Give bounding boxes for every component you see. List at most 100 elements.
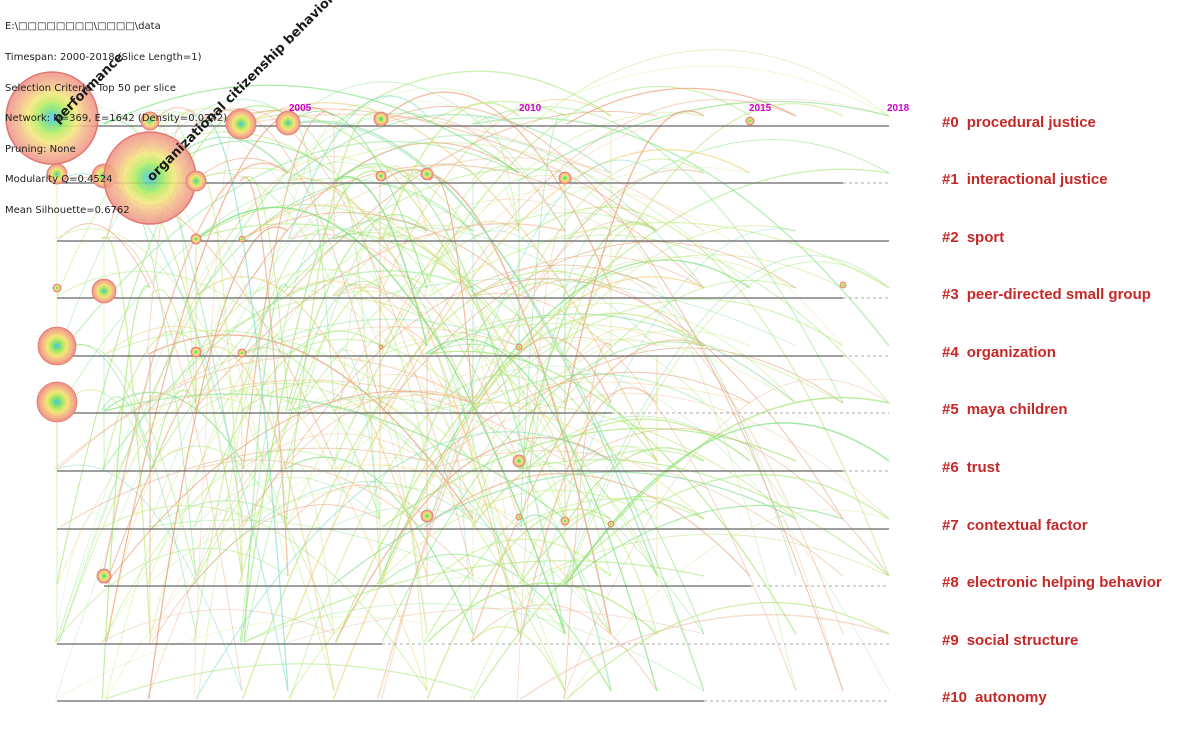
node-10[interactable] <box>375 170 387 182</box>
cluster-label-1[interactable]: #1 interactional justice <box>942 171 1108 188</box>
citation-arc <box>469 327 612 412</box>
citation-arcs <box>53 49 890 700</box>
citation-arc <box>471 115 520 232</box>
node-ring <box>98 285 110 297</box>
cluster-label-4[interactable]: #4 organization <box>942 344 1056 361</box>
citation-arc <box>146 224 474 585</box>
citation-arc <box>286 113 612 182</box>
citation-arc <box>105 663 474 700</box>
cluster-label-6[interactable]: #6 trust <box>942 459 1000 476</box>
citation-arc <box>105 393 566 520</box>
citation-arc <box>289 374 566 700</box>
citation-arc <box>429 313 797 404</box>
cluster-label-3[interactable]: #3 peer-directed small group <box>942 286 1151 303</box>
node-4[interactable] <box>373 111 389 127</box>
citation-arc <box>425 349 474 635</box>
node-ring <box>191 176 201 186</box>
node-13[interactable] <box>190 233 202 245</box>
citation-arc <box>517 100 890 182</box>
node-19[interactable] <box>190 346 202 358</box>
cluster-label-7[interactable]: #7 contextual factor <box>942 517 1088 534</box>
citation-arc <box>289 280 381 412</box>
citation-arc <box>424 381 751 412</box>
node-ring <box>231 114 251 134</box>
node-24[interactable] <box>512 454 526 468</box>
node-23[interactable] <box>36 381 78 423</box>
citation-arc <box>104 457 428 700</box>
citation-arc <box>285 280 520 577</box>
citation-arc <box>106 106 335 643</box>
citation-arc <box>103 84 520 174</box>
node-ring <box>234 117 248 131</box>
node-2[interactable] <box>225 108 257 140</box>
citation-arc <box>376 405 428 692</box>
citation-arc <box>334 70 612 125</box>
citation-arc <box>474 117 890 347</box>
citation-arc <box>148 328 335 643</box>
year-label-2005: 2005 <box>289 103 312 114</box>
year-label-2015: 2015 <box>749 103 772 114</box>
node-1[interactable] <box>140 111 160 131</box>
citation-arc <box>518 386 658 643</box>
citation-arc <box>287 81 566 232</box>
citation-arc <box>289 110 428 289</box>
node-3[interactable] <box>275 110 301 136</box>
node-14[interactable] <box>238 235 246 243</box>
node-16[interactable] <box>91 278 117 304</box>
citation-arc <box>285 456 474 635</box>
citation-arc <box>287 489 658 700</box>
citation-arc <box>472 99 890 240</box>
cluster-label-9[interactable]: #9 social structure <box>942 632 1078 649</box>
node-26[interactable] <box>515 513 523 521</box>
citation-arc <box>563 255 890 585</box>
citation-arc <box>475 303 797 404</box>
citation-arc <box>429 350 797 635</box>
cluster-label-5[interactable]: #5 maya children <box>942 401 1068 418</box>
node-ring <box>45 334 69 358</box>
citation-arc <box>288 177 520 635</box>
node-28[interactable] <box>607 520 615 528</box>
citation-arc <box>517 278 844 635</box>
cluster-label-0[interactable]: #0 procedural justice <box>942 114 1096 131</box>
node-25[interactable] <box>420 509 434 523</box>
citation-arc <box>287 95 428 240</box>
citation-arc <box>564 446 658 585</box>
node-22[interactable] <box>515 343 523 351</box>
cluster-label-2[interactable]: #2 sport <box>942 229 1004 246</box>
citation-arc <box>470 373 705 412</box>
node-15[interactable] <box>52 283 62 293</box>
node-5[interactable] <box>745 116 755 126</box>
node-ring <box>101 288 107 294</box>
citation-arc <box>428 576 612 692</box>
citation-arc <box>243 318 520 355</box>
citation-arc <box>150 500 289 528</box>
citation-arc <box>520 158 705 297</box>
citation-arc <box>103 505 428 692</box>
node-12[interactable] <box>558 171 572 185</box>
node-21[interactable] <box>378 344 384 350</box>
citation-arc <box>57 173 289 692</box>
cluster-label-10[interactable]: #10 autonomy <box>942 689 1047 706</box>
citation-arc <box>332 166 612 577</box>
node-9[interactable] <box>185 170 207 192</box>
citation-arc <box>243 283 289 643</box>
node-0[interactable] <box>5 71 99 165</box>
node-17[interactable] <box>839 281 847 289</box>
citation-arc <box>195 459 474 577</box>
cluster-label-8[interactable]: #8 electronic helping behavior <box>942 574 1162 591</box>
node-ring <box>228 111 254 137</box>
node-29[interactable] <box>96 568 112 584</box>
node-20[interactable] <box>237 348 247 358</box>
citation-arc <box>566 87 797 125</box>
node-27[interactable] <box>560 516 570 526</box>
node-6[interactable] <box>46 163 68 185</box>
citation-arc <box>472 106 844 404</box>
node-18[interactable] <box>37 326 77 366</box>
node-11[interactable] <box>420 167 434 181</box>
citation-arc <box>59 140 520 355</box>
citation-arc <box>103 391 243 462</box>
citation-arc <box>382 323 844 404</box>
citation-arc <box>105 388 289 700</box>
node-ring <box>41 330 73 362</box>
